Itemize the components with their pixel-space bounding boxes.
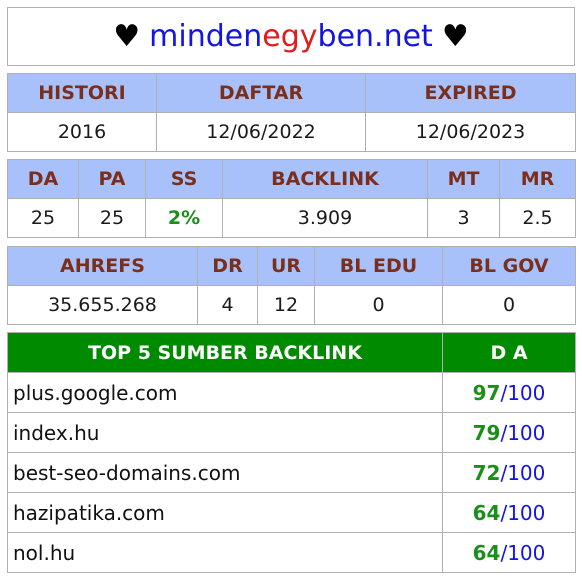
heart-icon-left: ♥ — [113, 19, 141, 54]
source-da: 64/100 — [442, 532, 576, 573]
source-domain: index.hu — [7, 412, 443, 453]
header-ss: SS — [145, 159, 223, 199]
source-domain: plus.google.com — [7, 372, 443, 413]
backlink-sources-table: TOP 5 SUMBER BACKLINK D A plus.google.co… — [7, 332, 576, 573]
value-bl-edu: 0 — [314, 285, 443, 325]
value-da: 25 — [7, 198, 79, 238]
info-table: HISTORI DAFTAR EXPIRED 2016 12/06/2022 1… — [7, 73, 576, 152]
value-ahrefs: 35.655.268 — [7, 285, 198, 325]
value-bl-gov: 0 — [442, 285, 576, 325]
header-histori: HISTORI — [7, 73, 157, 113]
source-da: 79/100 — [442, 412, 576, 453]
header-dr: DR — [197, 246, 258, 286]
header-ahrefs: AHREFS — [7, 246, 198, 286]
header-backlink: BACKLINK — [222, 159, 428, 199]
table-row: nol.hu 64/100 — [7, 532, 576, 573]
header-mt: MT — [427, 159, 500, 199]
heart-icon-right: ♥ — [441, 19, 469, 54]
header-daftar: DAFTAR — [156, 73, 366, 113]
value-mt: 3 — [427, 198, 500, 238]
header-mr: MR — [499, 159, 576, 199]
value-dr: 4 — [197, 285, 258, 325]
table-row: index.hu 79/100 — [7, 412, 576, 453]
domain-part-2: egy — [262, 19, 318, 54]
metrics-table: DA PA SS BACKLINK MT MR 25 25 2% 3.909 3… — [7, 159, 576, 238]
table-row: plus.google.com 97/100 — [7, 372, 576, 413]
header-pa: PA — [78, 159, 146, 199]
source-da: 97/100 — [442, 372, 576, 413]
value-histori: 2016 — [7, 112, 157, 152]
header-ur: UR — [257, 246, 315, 286]
header-top-sources: TOP 5 SUMBER BACKLINK — [7, 332, 443, 373]
table-row: hazipatika.com 64/100 — [7, 492, 576, 533]
source-da: 72/100 — [442, 452, 576, 493]
value-ss: 2% — [145, 198, 223, 238]
site-title: ♥ minden egy ben.net ♥ — [7, 7, 575, 66]
value-mr: 2.5 — [499, 198, 576, 238]
domain-part-3: ben.net — [317, 19, 433, 54]
source-da: 64/100 — [442, 492, 576, 533]
header-source-da: D A — [442, 332, 576, 373]
value-daftar: 12/06/2022 — [156, 112, 366, 152]
value-pa: 25 — [78, 198, 146, 238]
source-domain: best-seo-domains.com — [7, 452, 443, 493]
header-bl-gov: BL GOV — [442, 246, 576, 286]
header-da: DA — [7, 159, 79, 199]
header-expired: EXPIRED — [365, 73, 576, 113]
source-domain: nol.hu — [7, 532, 443, 573]
header-bl-edu: BL EDU — [314, 246, 443, 286]
value-backlink: 3.909 — [222, 198, 428, 238]
domain-part-1: minden — [149, 19, 263, 54]
ahrefs-table: AHREFS DR UR BL EDU BL GOV 35.655.268 4 … — [7, 246, 576, 325]
table-row: best-seo-domains.com 72/100 — [7, 452, 576, 493]
source-domain: hazipatika.com — [7, 492, 443, 533]
value-expired: 12/06/2023 — [365, 112, 576, 152]
value-ur: 12 — [257, 285, 315, 325]
